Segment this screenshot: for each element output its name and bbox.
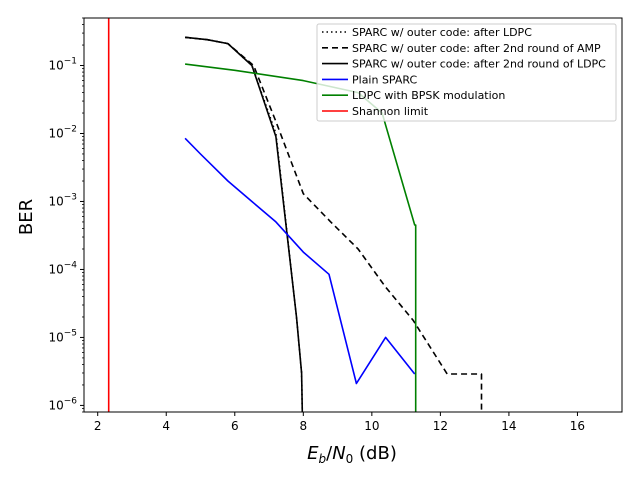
- legend-label: LDPC with BPSK modulation: [352, 89, 505, 102]
- legend-label: SPARC w/ outer code: after 2nd round of …: [352, 42, 601, 55]
- x-axis-var-sub: b: [319, 452, 327, 466]
- x-axis-var: E: [307, 443, 319, 464]
- y-tick-label: 10−1: [48, 57, 77, 73]
- series-line-sparc-w-outer-code-after-2nd-round-of-amp: [185, 36, 483, 412]
- legend-label: SPARC w/ outer code: after 2nd round of …: [352, 58, 606, 71]
- x-tick-label: 10: [364, 419, 379, 433]
- legend: SPARC w/ outer code: after LDPC SPARC w/ …: [316, 23, 617, 122]
- x-tick-label: 12: [433, 419, 448, 433]
- y-tick-label: 10−3: [48, 192, 77, 208]
- x-tick-label: 6: [231, 419, 239, 433]
- legend-label: SPARC w/ outer code: after LDPC: [352, 26, 532, 39]
- x-axis-var2-sub: 0: [346, 452, 354, 466]
- y-axis: 10−6 10−5 10−4 10−3 10−2 10−1: [48, 17, 84, 412]
- x-tick-label: 8: [299, 419, 307, 433]
- legend-box: [316, 23, 617, 122]
- legend-label: Plain SPARC: [352, 73, 417, 86]
- x-axis-unit: (dB): [353, 443, 397, 464]
- x-tick-label: 2: [94, 419, 102, 433]
- x-tick-label: 4: [162, 419, 170, 433]
- y-tick-label: 10−4: [48, 260, 77, 276]
- series-line-sparc-w-outer-code-after-2nd-round-of-ldpc: [185, 36, 304, 412]
- y-axis-title: BER: [16, 199, 37, 235]
- y-tick-label: 10−2: [48, 124, 77, 140]
- x-axis-sep: /: [326, 443, 333, 464]
- legend-label: Shannon limit: [352, 105, 429, 118]
- x-tick-label: 14: [501, 419, 516, 433]
- y-tick-label: 10−6: [48, 396, 77, 412]
- x-axis-var2: N: [332, 443, 345, 464]
- series-line-plain-sparc: [184, 137, 416, 385]
- x-tick-label: 16: [570, 419, 585, 433]
- y-tick-label: 10−5: [48, 328, 77, 344]
- plot-frame: [83, 17, 623, 413]
- x-axis: 2 4 6 8 10 12 14 16: [94, 412, 585, 433]
- x-axis-title: Eb/N0 (dB): [307, 443, 397, 466]
